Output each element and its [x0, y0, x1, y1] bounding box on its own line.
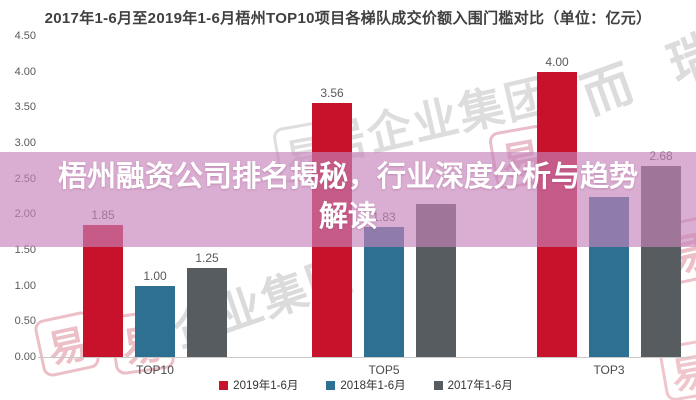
bar-value-label: 1.00	[143, 269, 167, 283]
x-axis-line	[38, 357, 691, 358]
legend-label: 2018年1-6月	[340, 380, 406, 392]
bar-TOP10-2019年1-6月	[83, 225, 123, 357]
chart-title: 2017年1-6月至2019年1-6月梧州TOP10项目各梯队成交价额入围门槛对…	[44, 10, 652, 27]
headline-line-2: 解读	[318, 201, 377, 233]
bar-value-label: 3.56	[320, 86, 344, 100]
legend-item: 2017年1-6月	[433, 377, 513, 393]
y-axis-tick-label: 4.00	[14, 65, 36, 78]
y-axis-tick-label: 0.00	[14, 351, 36, 363]
y-axis-tick-label: 1.00	[14, 279, 36, 292]
legend-item: 2018年1-6月	[326, 377, 406, 393]
headline-line-1: 梧州融资公司排名揭秘，行业深度分析与趋势	[57, 161, 638, 193]
x-axis-category-label: TOP3	[593, 363, 625, 377]
bar-TOP10-2017年1-6月	[187, 268, 227, 357]
legend-item: 2019年1-6月	[219, 377, 298, 393]
chart-legend: 2019年1-6月 2018年1-6月 2017年1-6月	[40, 377, 692, 393]
y-axis-tick-label: 4.50	[14, 30, 36, 43]
y-axis-tick-label: 1.50	[14, 244, 36, 257]
legend-label: 2019年1-6月	[233, 380, 299, 392]
y-axis-tick-label: 0.50	[14, 315, 36, 328]
headline-overlay-band: 梧州融资公司排名揭秘，行业深度分析与趋势 解读	[0, 152, 696, 247]
bar-value-label: 1.25	[195, 251, 219, 265]
y-axis-tick-label: 3.00	[14, 137, 36, 150]
headline-text: 梧州融资公司排名揭秘，行业深度分析与趋势 解读	[0, 157, 696, 237]
legend-swatch-icon	[219, 380, 229, 390]
legend-swatch-icon	[433, 380, 443, 390]
y-axis-tick-label: 3.50	[14, 101, 36, 114]
bar-TOP5-2018年1-6月	[364, 227, 404, 357]
bar-value-label: 4.00	[545, 55, 569, 69]
x-axis-category-label: TOP10	[136, 363, 174, 377]
legend-swatch-icon	[326, 380, 336, 390]
bar-TOP10-2018年1-6月	[135, 286, 175, 357]
legend-label: 2017年1-6月	[447, 380, 513, 392]
x-axis-category-label: TOP5	[368, 363, 400, 377]
